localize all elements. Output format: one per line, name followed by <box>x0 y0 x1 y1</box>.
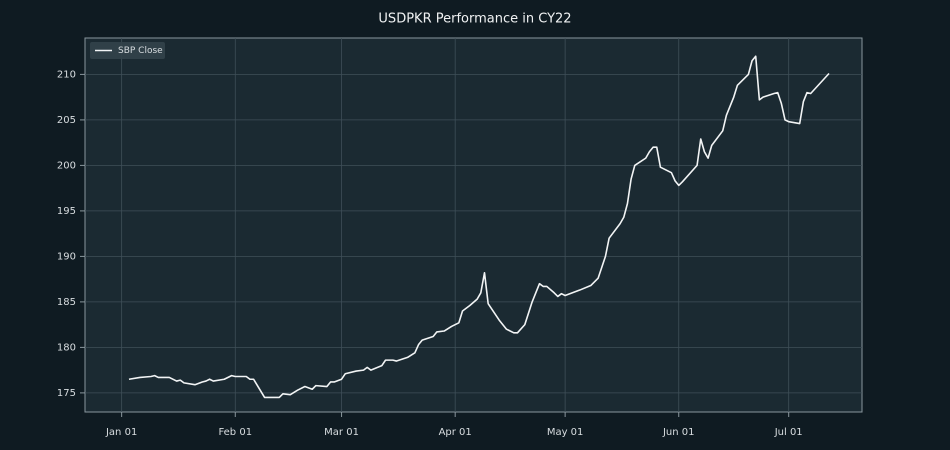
chart-title: USDPKR Performance in CY22 <box>378 12 571 27</box>
x-tick-label: Jul 01 <box>774 427 803 438</box>
line-series <box>128 55 830 399</box>
x-tick-label: Jun 01 <box>662 427 695 438</box>
plot-area <box>84 37 863 413</box>
legend-label: SBP Close <box>118 46 163 56</box>
x-tick-label: Feb 01 <box>218 427 252 438</box>
y-tick-label: 200 <box>57 160 76 171</box>
x-tick-label: Mar 01 <box>324 427 359 438</box>
x-tick-label: Jan 01 <box>105 427 137 438</box>
y-tick-label: 175 <box>57 388 76 399</box>
y-tick-label: 180 <box>57 342 76 353</box>
y-tick-label: 195 <box>57 206 76 217</box>
x-tick-label: Apr 01 <box>439 427 472 438</box>
y-tick-label: 210 <box>57 69 76 80</box>
y-tick-label: 205 <box>57 115 76 126</box>
y-tick-label: 190 <box>57 251 76 262</box>
x-tick-label: May 01 <box>547 427 584 438</box>
legend-box <box>90 42 165 59</box>
y-tick-label: 185 <box>57 297 76 308</box>
